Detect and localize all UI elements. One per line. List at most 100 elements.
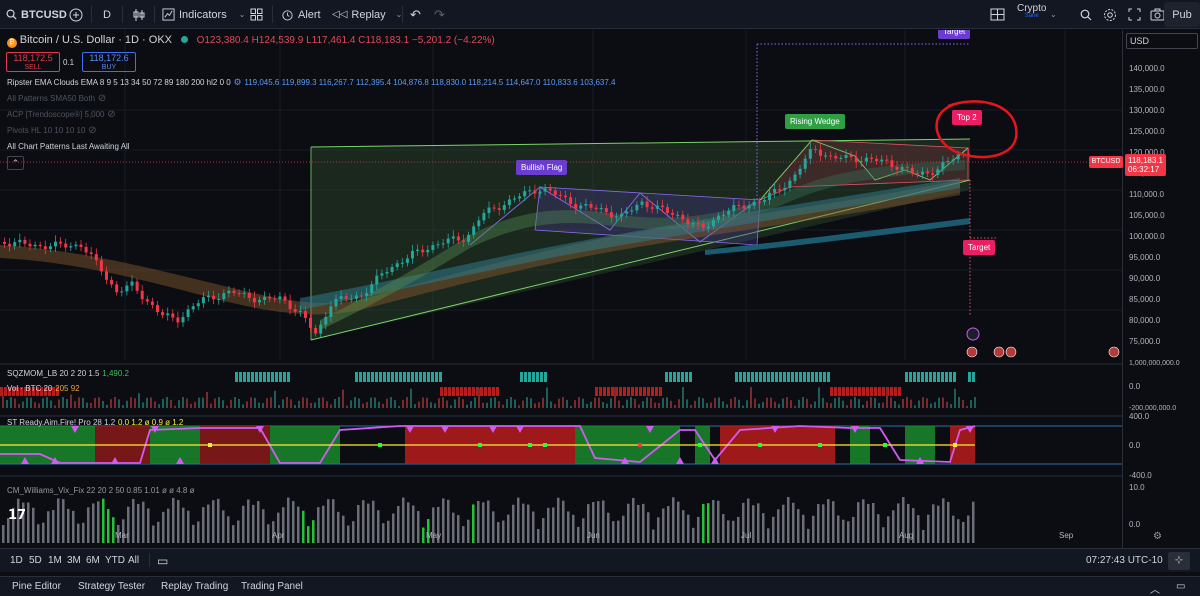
sell-button[interactable]: 118,172.5 SELL <box>6 52 60 72</box>
indicators-button[interactable]: Indicators ⌄ <box>162 4 245 25</box>
layout-button[interactable] <box>990 4 1005 25</box>
volume-legend[interactable]: Vol · BTC 20 205 92 <box>7 383 80 394</box>
fullscreen-button[interactable] <box>1128 4 1141 25</box>
layouts-button[interactable] <box>250 4 263 25</box>
candle-body <box>43 246 47 250</box>
cm-vix-bar <box>257 501 260 543</box>
volume-bar <box>630 397 632 408</box>
pane-tick: -200,000,000.0 <box>1129 405 1177 412</box>
sqzmom-bar <box>603 387 606 396</box>
range-5d[interactable]: 5D <box>29 555 42 566</box>
sqzmom-bar <box>846 387 849 396</box>
indicator-legend-5[interactable]: All Chart Patterns Last Awaiting All <box>7 141 130 152</box>
eye-off-icon[interactable]: ⊘ <box>107 109 116 120</box>
quick-search-button[interactable] <box>1080 4 1092 25</box>
price-axis[interactable]: USD 140,000.0 135,000.0 130,000.0 125,00… <box>1122 30 1200 548</box>
undo-button[interactable]: ↶ <box>410 4 421 25</box>
volume-bar <box>506 399 508 408</box>
candle-body <box>609 212 613 218</box>
sqzmom-legend[interactable]: SQZMOM_LB 20 2 20 1.5 1,490.2 <box>7 368 129 379</box>
cm-vix-bar <box>42 522 45 543</box>
candle-body <box>768 192 771 200</box>
st-marker-down <box>646 426 654 433</box>
cm-vix-bar <box>232 525 235 543</box>
range-all[interactable]: All <box>128 555 140 566</box>
volume-bar <box>150 397 152 408</box>
volume-bar <box>482 402 484 408</box>
sqzmom-bar <box>838 387 841 396</box>
collapse-panel-button[interactable]: ︿ <box>1150 581 1160 596</box>
volume-bar <box>918 400 920 408</box>
cm-vix-bar <box>652 529 655 543</box>
currency-selector[interactable]: USD <box>1126 33 1198 49</box>
tab-trading-panel[interactable]: Trading Panel <box>241 581 303 592</box>
candle-body <box>487 207 491 214</box>
volume-bar <box>590 401 592 408</box>
chart-pane[interactable]: ₿ Bitcoin / U.S. Dollar · 1D · OKX O123,… <box>0 30 1122 548</box>
watchlist-name[interactable]: Crypto Sane <box>1017 3 1046 24</box>
candle-body <box>931 173 935 175</box>
cm-vix-bar <box>197 521 200 543</box>
snapshot-button[interactable] <box>1150 4 1165 25</box>
goto-date-button[interactable]: ▭ <box>157 554 168 568</box>
volume-bar <box>58 399 60 408</box>
main-legend[interactable]: ₿ Bitcoin / U.S. Dollar · 1D · OKX O123,… <box>7 34 495 48</box>
st-dot <box>818 443 822 447</box>
cm-vix-bar <box>737 516 740 543</box>
replay-button[interactable]: ◁◁ Replay ⌄ <box>332 4 402 25</box>
candle-body <box>319 324 323 334</box>
volume-bar <box>626 399 628 408</box>
crosshair-button[interactable]: ⊹ <box>1168 552 1190 570</box>
range-3m[interactable]: 3M <box>67 555 81 566</box>
volume-bar <box>198 397 200 408</box>
cm-legend[interactable]: CM_Williams_Vix_Fix 22 20 2 50 0.85 1.01… <box>7 485 195 496</box>
candle-body <box>349 298 353 300</box>
cm-vix-bar <box>497 522 500 543</box>
watchlist-menu[interactable]: ⌄ <box>1050 4 1057 25</box>
volume-bar <box>154 401 156 408</box>
candle-body <box>880 159 884 162</box>
indicator-legend-3[interactable]: ACP [Trendoscope®] 5,000 ⊘ <box>7 109 116 120</box>
axis-settings-button[interactable]: ⚙ <box>1153 530 1162 542</box>
range-ytd[interactable]: YTD <box>105 555 125 566</box>
volume-bar <box>578 397 580 408</box>
publish-button[interactable]: Pub <box>1164 2 1200 27</box>
tab-replay-trading[interactable]: Replay Trading <box>161 581 229 592</box>
collapse-legend-button[interactable]: ⌃ <box>7 156 24 170</box>
volume-bar <box>106 404 108 408</box>
volume-bar <box>790 400 792 408</box>
divider <box>272 6 273 23</box>
clock[interactable]: 07:27:43 UTC-10 <box>1086 555 1163 566</box>
chart-type-button[interactable] <box>132 4 146 25</box>
settings-button[interactable] <box>1103 4 1117 25</box>
maximize-panel-button[interactable]: ▭ <box>1176 581 1185 592</box>
indicator-legend-4[interactable]: Pivots HL 10 10 10 10 ⊘ <box>7 125 97 136</box>
indicator-legend-2[interactable]: All Patterns SMA50 Both ⊘ <box>7 93 106 104</box>
tab-strategy-tester[interactable]: Strategy Tester <box>78 581 146 592</box>
ema-legend[interactable]: Ripster EMA Clouds EMA 8 9 5 13 34 50 72… <box>7 77 616 88</box>
cm-vix-bar <box>342 515 345 543</box>
volume-bar <box>118 399 120 408</box>
cm-vix-bar <box>542 518 545 543</box>
interval-button[interactable]: D <box>103 4 111 25</box>
volume-bar <box>794 405 796 408</box>
eye-off-icon[interactable]: ⊘ <box>88 125 97 136</box>
eye-off-icon[interactable]: ⊘ <box>97 93 107 104</box>
tab-pine-editor[interactable]: Pine Editor <box>12 581 61 592</box>
ohlc-values: O123,380.4 H124,539.9 L117,461.4 C118,18… <box>196 35 495 46</box>
range-1d[interactable]: 1D <box>10 555 23 566</box>
st-legend[interactable]: ST Ready.Aim.Fire! Pro 28 1.2 0.0 1.2 ø … <box>7 417 183 428</box>
sqzmom-bar <box>8 387 11 396</box>
range-6m[interactable]: 6M <box>86 555 100 566</box>
buy-button[interactable]: 118,172.6 BUY <box>82 52 136 72</box>
time-axis[interactable]: Mar Apr May Jun Jul Aug Sep <box>0 527 1122 547</box>
redo-button[interactable]: ↷ <box>434 4 445 25</box>
sqzmom-bar <box>615 387 618 396</box>
volume-bar <box>242 404 244 408</box>
symbol-search[interactable]: BTCUSD <box>6 4 67 25</box>
alert-button[interactable]: Alert <box>281 4 321 25</box>
candle-body <box>252 297 256 303</box>
compare-button[interactable] <box>69 4 83 25</box>
chart-canvas[interactable] <box>0 30 1122 548</box>
range-1m[interactable]: 1M <box>48 555 62 566</box>
